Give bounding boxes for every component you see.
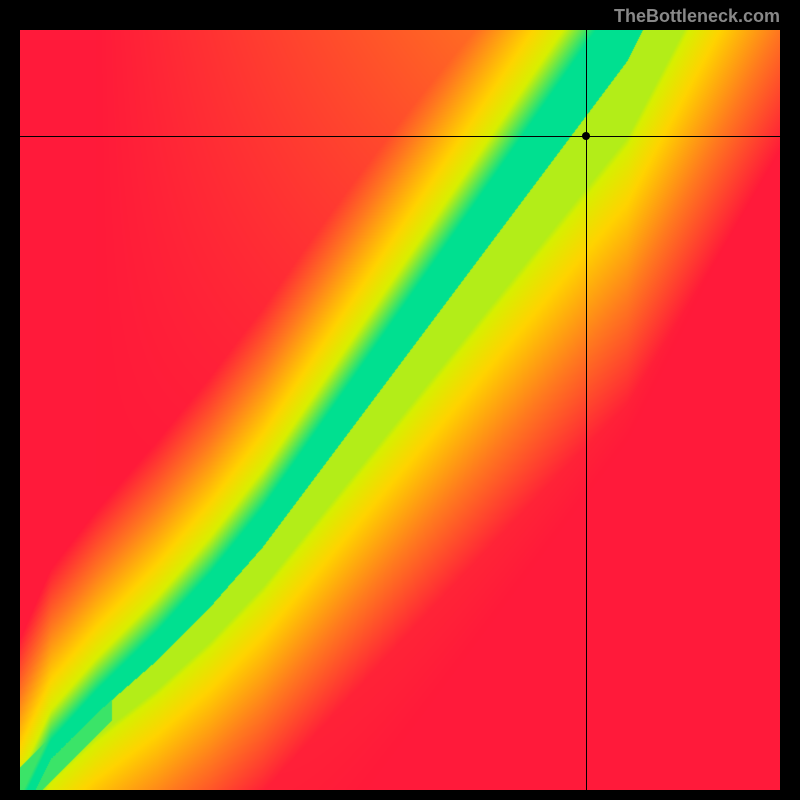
bottleneck-heatmap xyxy=(20,30,780,790)
watermark-text: TheBottleneck.com xyxy=(614,6,780,27)
crosshair-vertical xyxy=(586,30,587,790)
crosshair-marker-dot xyxy=(582,132,590,140)
heatmap-canvas xyxy=(20,30,780,790)
crosshair-horizontal xyxy=(20,136,780,137)
